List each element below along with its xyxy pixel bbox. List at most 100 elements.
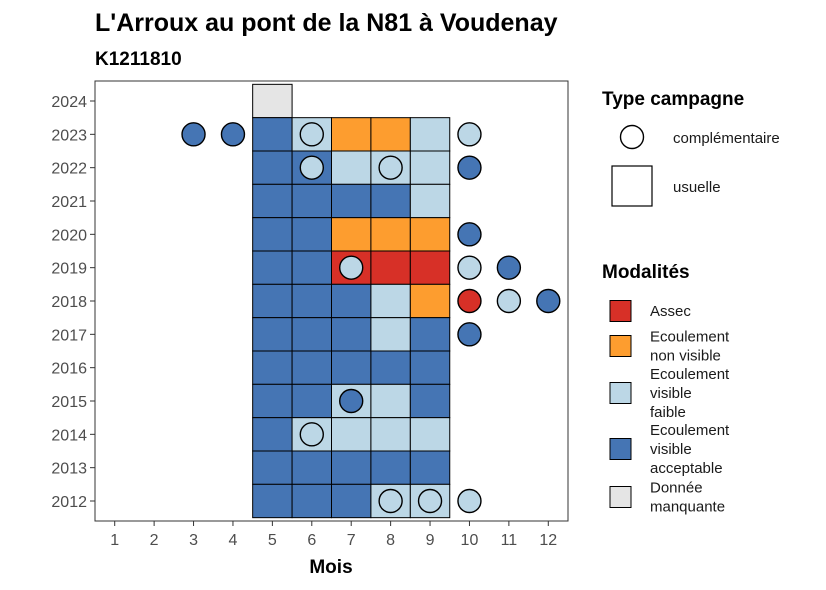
heatmap-cell [331,483,372,519]
chart-subtitle: K1211810 [95,49,182,70]
data-point [339,388,364,414]
data-point [457,322,482,347]
legend-type-label: complémentaire [673,130,780,147]
heatmap-cell [331,217,372,252]
heatmap-cell [291,483,333,519]
legend-modalite-label: visible [650,441,692,458]
legend-modalite-label: non visible [650,348,721,365]
legend-modalite-label: faible [650,404,686,421]
y-tick-label: 2020 [51,227,87,244]
x-tick-label: 4 [229,532,238,549]
data-point [496,288,522,314]
data-point [457,255,482,280]
heatmap-cell [252,417,293,452]
heatmap-cell [291,383,333,419]
x-tick-label: 5 [268,532,277,549]
heatmap-cell [409,450,451,485]
heatmap-cell [370,417,411,452]
heatmap-cell [252,117,293,152]
heatmap-cells [252,83,451,519]
y-tick-label: 2012 [51,494,87,511]
legend-type: complémentaire usuelle [611,124,780,207]
heatmap-cell [409,217,451,252]
data-point [299,155,324,180]
heatmap-cell [409,350,451,385]
heatmap-cell [370,317,411,352]
heatmap-cell [370,283,411,319]
data-point [339,255,364,280]
legend-modalite-label: Donnée [650,480,703,497]
data-point [220,122,246,147]
legend-key-swatch [609,486,632,508]
legend-key-swatch [609,438,632,460]
data-point [457,122,482,147]
x-axis-title: Mois [309,557,352,578]
heatmap-cell [252,217,293,252]
heatmap-cell [331,283,372,319]
y-tick-label: 2017 [51,327,87,344]
chart-title: L'Arroux au pont de la N81 à Voudenay [95,9,558,37]
heatmap-cell [370,217,411,252]
heatmap-cell [252,150,293,185]
heatmap-cell [331,317,372,352]
y-tick-label: 2018 [51,294,87,311]
y-axis: 2012 2013 2014 2015 2016 2017 2018 2019 2020 2021… [51,94,95,511]
heatmap-cell [252,317,293,352]
heatmap-cell [331,117,372,152]
data-point [457,288,482,314]
data-point [536,288,561,314]
data-point [457,155,482,180]
heatmap-cell [331,183,372,219]
heatmap-cell [291,350,333,385]
y-tick-label: 2024 [51,94,87,111]
heatmap-cell [370,350,411,385]
legend-key-swatch [609,382,632,404]
heatmap-cell [409,383,451,419]
heatmap-cell [331,417,372,452]
heatmap-cell [409,250,451,285]
heatmap-cell [370,383,411,419]
heatmap-cell [409,283,451,319]
heatmap-cell [291,317,333,352]
legend-modalite-title: Modalités [602,262,690,283]
data-point [378,155,403,180]
heatmap-cell [409,150,451,185]
heatmap-cell [370,183,411,219]
data-point [457,488,482,514]
x-tick-label: 9 [426,532,435,549]
legend-modalite-label: Assec [650,303,691,320]
heatmap-cell [409,183,451,219]
y-tick-label: 2016 [51,361,87,378]
y-tick-label: 2021 [51,194,87,211]
x-tick-label: 11 [501,532,518,549]
y-tick-label: 2023 [51,127,87,144]
data-point [457,222,482,247]
heatmap-cell [409,117,451,152]
legend-key-circle [619,124,645,150]
x-tick-label: 10 [461,532,479,549]
y-tick-label: 2013 [51,461,87,478]
x-tick-label: 8 [386,532,395,549]
legend-key-swatch [609,300,632,322]
y-tick-label: 2019 [51,261,87,278]
complementary-points [181,122,561,514]
legend-modalite-label: Ecoulement [650,422,730,439]
heatmap-cell [291,283,333,319]
heatmap-cell [252,383,293,419]
heatmap-cell [291,183,333,219]
data-point [378,488,403,514]
heatmap-cell [370,450,411,485]
heatmap-cell [370,250,411,285]
legend-key-swatch [609,335,632,357]
heatmap-cell [252,250,293,285]
heatmap-cell [291,217,333,252]
heatmap-cell [252,183,293,219]
x-tick-label: 12 [539,532,557,549]
legend-type-title: Type campagne [602,89,744,110]
x-tick-label: 6 [307,532,316,549]
heatmap-cell [331,450,372,485]
legend-modalite-label: visible [650,385,692,402]
heatmap-cell [252,483,293,519]
